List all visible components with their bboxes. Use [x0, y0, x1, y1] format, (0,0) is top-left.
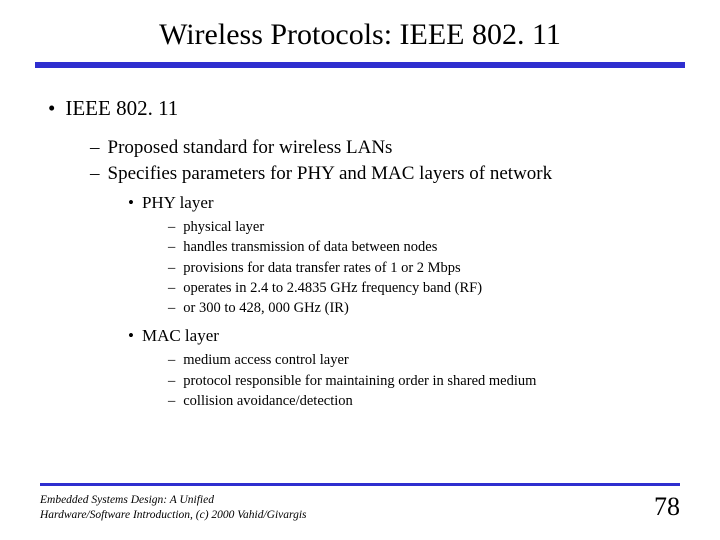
- level4-text: operates in 2.4 to 2.4835 GHz frequency …: [183, 280, 482, 296]
- dash-icon: –: [168, 219, 175, 235]
- page-number: 78: [654, 492, 680, 522]
- bullet-level4: –medium access control layer: [168, 350, 680, 370]
- level4-text: collision avoidance/detection: [183, 393, 353, 409]
- slide: Wireless Protocols: IEEE 802. 11 • IEEE 8…: [0, 0, 720, 540]
- dash-icon: –: [168, 373, 175, 389]
- footer: Embedded Systems Design: A Unified Hardw…: [0, 483, 720, 522]
- dash-icon: –: [168, 280, 175, 296]
- title-rule: [35, 62, 685, 68]
- level3-text: PHY layer: [142, 193, 214, 212]
- bullet-level2: –Specifies parameters for PHY and MAC la…: [90, 163, 680, 185]
- bullet-level4: –provisions for data transfer rates of 1…: [168, 258, 680, 278]
- bullet-level4: –handles transmission of data between no…: [168, 237, 680, 257]
- dash-icon: –: [90, 163, 100, 184]
- dash-icon: –: [168, 239, 175, 255]
- level4-text: physical layer: [183, 219, 264, 235]
- bullet-level4: –operates in 2.4 to 2.4835 GHz frequency…: [168, 278, 680, 298]
- bullet-level4: –protocol responsible for maintaining or…: [168, 371, 680, 391]
- footer-rule: [40, 483, 680, 486]
- level4-text: handles transmission of data between nod…: [183, 239, 437, 255]
- footer-line1: Embedded Systems Design: A Unified: [40, 494, 214, 506]
- dash-icon: –: [168, 352, 175, 368]
- slide-title: Wireless Protocols: IEEE 802. 11: [40, 18, 680, 52]
- bullet-level1: • IEEE 802. 11: [48, 96, 680, 121]
- footer-row: Embedded Systems Design: A Unified Hardw…: [40, 492, 680, 522]
- level3-text: MAC layer: [142, 326, 219, 345]
- bullet-level3: • PHY layer: [128, 193, 680, 213]
- dash-icon: –: [90, 137, 100, 158]
- dash-icon: –: [168, 300, 175, 316]
- bullet-dot-icon: •: [128, 326, 134, 345]
- footer-text: Embedded Systems Design: A Unified Hardw…: [40, 493, 307, 522]
- level4-text: protocol responsible for maintaining ord…: [183, 373, 536, 389]
- footer-line2: Hardware/Software Introduction, (c) 2000…: [40, 509, 307, 521]
- level4-text: or 300 to 428, 000 GHz (IR): [183, 300, 349, 316]
- level4-text: medium access control layer: [183, 352, 348, 368]
- bullet-level4: –physical layer: [168, 217, 680, 237]
- bullet-dot-icon: •: [48, 96, 55, 120]
- bullet-level4: –or 300 to 428, 000 GHz (IR): [168, 298, 680, 318]
- bullet-level4: –collision avoidance/detection: [168, 391, 680, 411]
- dash-icon: –: [168, 393, 175, 409]
- bullet-dot-icon: •: [128, 193, 134, 212]
- level1-text: IEEE 802. 11: [65, 96, 178, 120]
- bullet-level2: –Proposed standard for wireless LANs: [90, 137, 680, 159]
- level2-text: Specifies parameters for PHY and MAC lay…: [108, 163, 553, 184]
- level2-text: Proposed standard for wireless LANs: [108, 137, 393, 158]
- bullet-level3: • MAC layer: [128, 326, 680, 346]
- dash-icon: –: [168, 260, 175, 276]
- level4-text: provisions for data transfer rates of 1 …: [183, 260, 460, 276]
